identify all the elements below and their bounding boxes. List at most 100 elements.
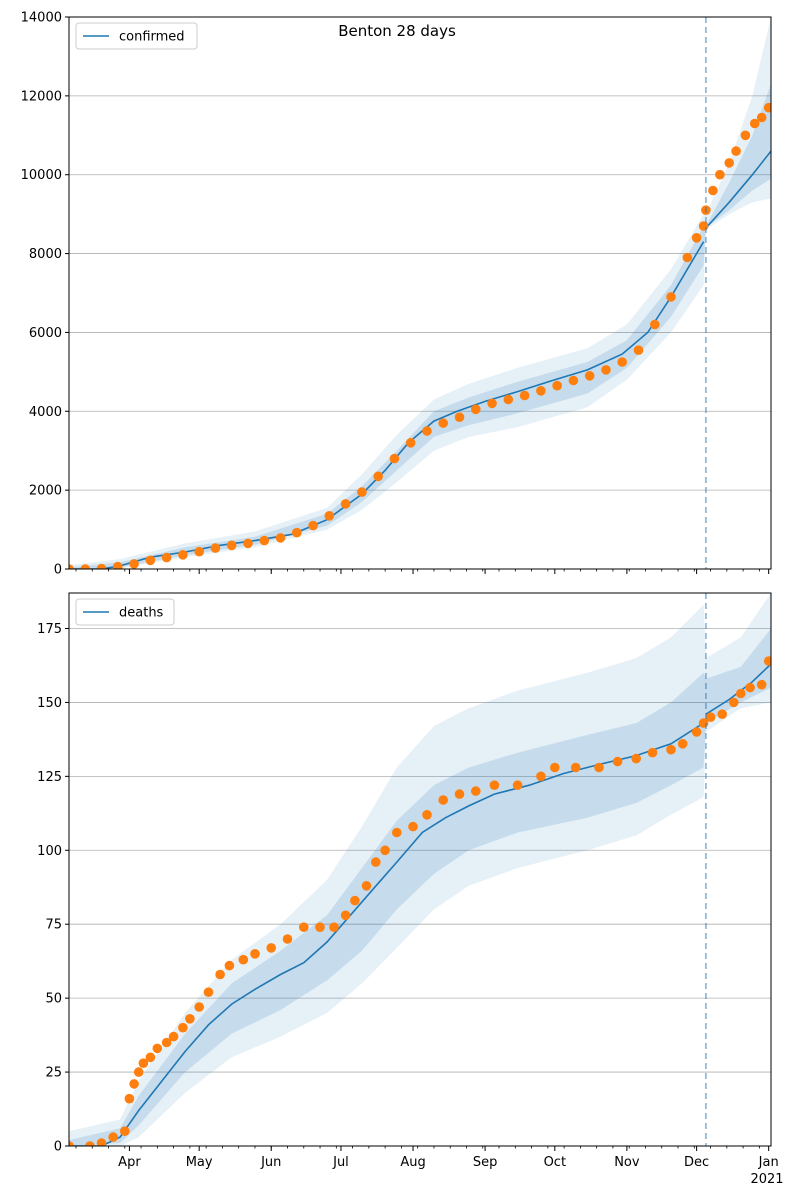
deaths-y-tick-label: 125 (37, 770, 62, 785)
confirmed-observed-point (617, 357, 627, 367)
deaths-observed-point (454, 789, 465, 799)
deaths-observed-point (108, 1132, 118, 1142)
deaths-observed-point (745, 682, 755, 693)
confirmed-y-tick-label: 14000 (21, 11, 62, 26)
deaths-observed-point (185, 1014, 195, 1024)
deaths-observed-point (705, 712, 716, 722)
deaths-observed-point (392, 827, 402, 838)
confirmed-y-tick-label: 12000 (21, 89, 62, 104)
deaths-x-tick-label: Jul (332, 1155, 349, 1170)
deaths-observed-point (361, 881, 372, 891)
deaths-observed-point (168, 1031, 179, 1042)
confirmed-observed-point (129, 559, 139, 569)
confirmed-observed-point (749, 118, 760, 129)
deaths-observed-point (536, 771, 546, 782)
confirmed-observed-point (650, 319, 660, 330)
deaths-observed-point (215, 969, 225, 980)
confirmed-observed-point (601, 365, 611, 375)
deaths-observed-point (471, 786, 481, 796)
confirmed-observed-point (113, 561, 123, 569)
deaths-x-tick-label: Oct (544, 1155, 566, 1170)
confirmed-observed-point (357, 487, 367, 497)
deaths-observed-point (717, 709, 727, 719)
deaths-observed-point (124, 1093, 135, 1104)
confirmed-observed-point (731, 146, 741, 156)
deaths-y-tick-label: 25 (45, 1066, 62, 1081)
deaths-legend: deaths (75, 598, 175, 626)
deaths-observed-point (512, 780, 523, 790)
deaths-observed-point (631, 753, 641, 764)
deaths-y-tick-label: 50 (45, 992, 62, 1007)
deaths-observed-point (96, 1138, 107, 1146)
confirmed-observed-point (96, 563, 107, 569)
deaths-observed-point (238, 954, 249, 965)
confirmed-observed-point (698, 221, 709, 231)
confirmed-observed-point (763, 102, 771, 113)
deaths-observed-point (350, 895, 360, 906)
deaths-observed-point (194, 1002, 204, 1012)
confirmed-outer-band (69, 17, 771, 569)
confirmed-observed-point (708, 185, 718, 196)
deaths-y-tick-label: 75 (45, 918, 62, 933)
confirmed-observed-point (69, 564, 74, 569)
deaths-observed-point (282, 934, 293, 944)
confirmed-observed-point (275, 533, 286, 543)
deaths-observed-point (594, 762, 604, 773)
deaths-observed-point (763, 656, 771, 666)
confirmed-observed-point (422, 426, 432, 436)
deaths-observed-point (224, 960, 235, 971)
deaths-observed-point (161, 1037, 172, 1048)
confirmed-observed-point (243, 538, 253, 549)
deaths-x-tick-label: Jun (260, 1155, 281, 1170)
deaths-observed-point (666, 744, 676, 755)
deaths-y-tick-label: 100 (37, 844, 62, 859)
confirmed-legend-label: confirmed (119, 30, 185, 45)
year-label: 2021 (750, 1172, 783, 1187)
deaths-observed-point (120, 1126, 130, 1136)
deaths-observed-point (329, 922, 339, 932)
deaths-observed-point (69, 1141, 74, 1146)
deaths-y-tick-label: 0 (54, 1140, 62, 1155)
confirmed-legend: confirmed (75, 22, 198, 50)
deaths-legend-label: deaths (119, 606, 164, 621)
confirmed-observed-point (519, 390, 530, 401)
deaths-observed-point (85, 1141, 95, 1146)
deaths-observed-point (250, 949, 260, 959)
deaths-observed-point (138, 1058, 149, 1068)
deaths-observed-point (299, 922, 309, 932)
confirmed-observed-point (438, 418, 449, 428)
confirmed-observed-point (471, 404, 481, 415)
confirmed-observed-point (633, 345, 644, 356)
confirmed-y-tick-label: 10000 (21, 168, 62, 183)
confirmed-observed-point (80, 564, 91, 569)
deaths-plot-area (69, 593, 771, 1146)
confirmed-observed-point (666, 292, 676, 302)
deaths-observed-point (152, 1043, 163, 1054)
deaths-observed-point (380, 845, 390, 856)
deaths-observed-point (145, 1052, 156, 1063)
deaths-observed-point (736, 688, 746, 699)
confirmed-y-tick-label: 6000 (29, 326, 62, 341)
confirmed-observed-point (210, 543, 221, 553)
deaths-observed-point (756, 679, 767, 690)
confirmed-observed-point (724, 158, 734, 168)
confirmed-observed-point (487, 398, 497, 409)
confirmed-observed-point (161, 552, 172, 563)
deaths-observed-point (729, 697, 739, 708)
deaths-observed-point (408, 821, 418, 832)
deaths-outer-band (69, 593, 771, 1146)
deaths-x-tick-label: Aug (400, 1155, 425, 1170)
confirmed-panel: 0 2000 4000 6000 8000 10000 12000 14000 confirme… (21, 11, 772, 578)
confirmed-observed-point (308, 520, 318, 531)
deaths-axes-frame (68, 592, 772, 1147)
deaths-observed-point (438, 795, 449, 805)
confirmed-observed-point (454, 412, 465, 423)
confirmed-observed-point (568, 375, 579, 386)
confirmed-observed-point (145, 555, 156, 566)
deaths-observed-point (371, 857, 381, 867)
confirmed-observed-point (194, 546, 204, 557)
confirmed-observed-point (584, 371, 595, 381)
deaths-observed-point (691, 727, 702, 737)
deaths-x-tick-label: May (186, 1155, 213, 1170)
confirmed-legend-box (75, 22, 198, 50)
